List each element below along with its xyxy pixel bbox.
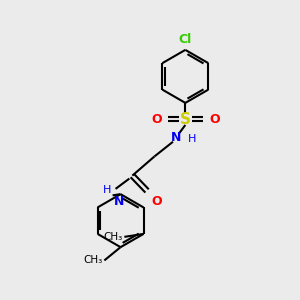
Text: Cl: Cl xyxy=(179,33,192,46)
Text: S: S xyxy=(180,112,191,127)
Text: O: O xyxy=(151,112,162,126)
Text: H: H xyxy=(188,134,196,143)
Text: O: O xyxy=(151,195,161,208)
Text: CH₃: CH₃ xyxy=(103,232,123,242)
Text: H: H xyxy=(103,185,111,195)
Text: N: N xyxy=(171,131,182,144)
Text: N: N xyxy=(114,195,124,208)
Text: CH₃: CH₃ xyxy=(84,255,103,266)
Text: O: O xyxy=(209,112,220,126)
